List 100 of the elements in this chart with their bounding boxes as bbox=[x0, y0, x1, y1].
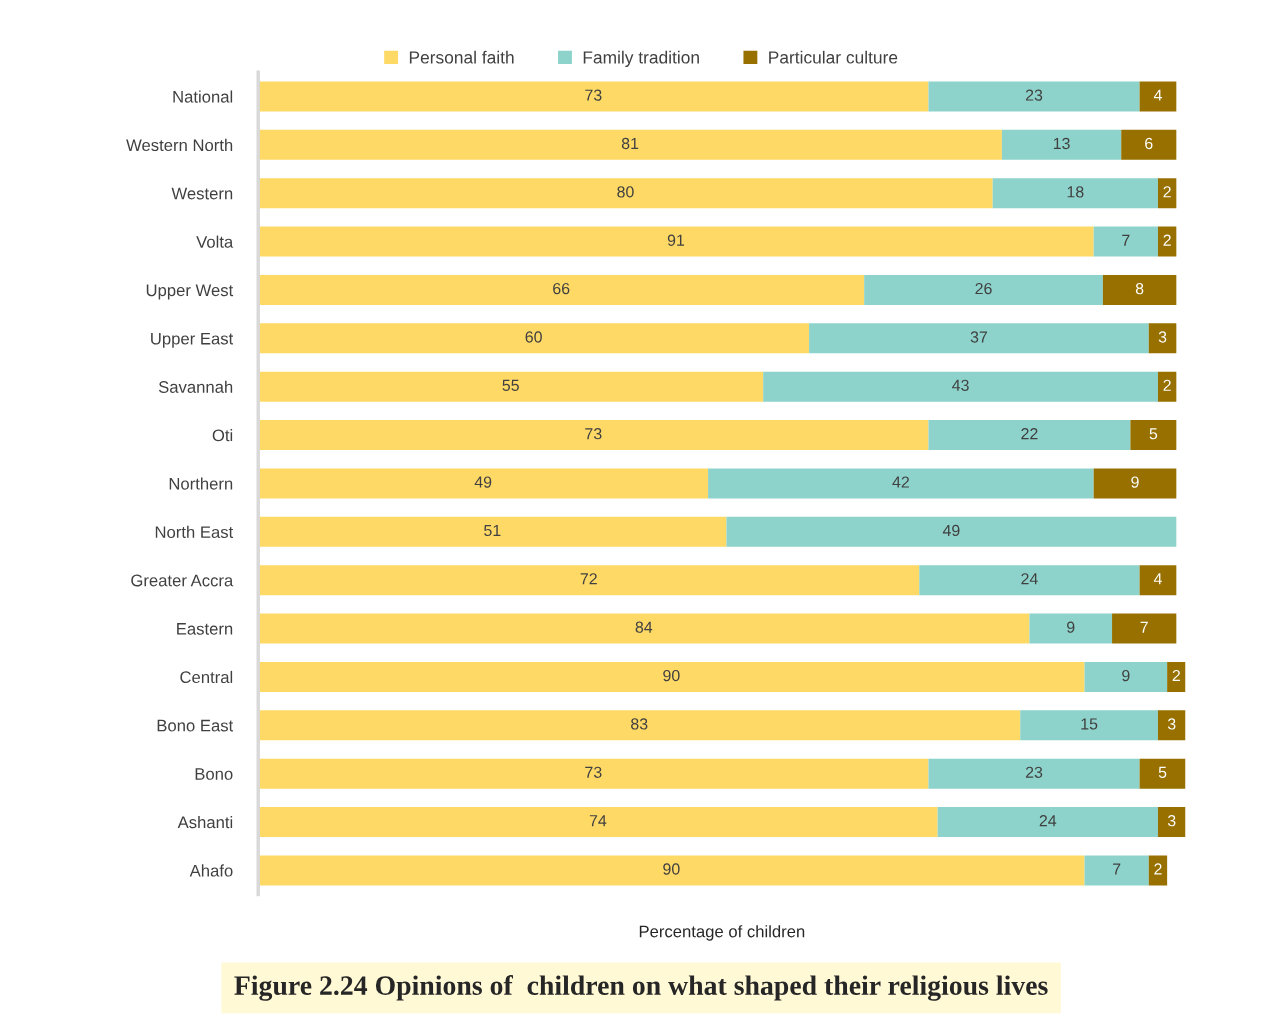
legend-label: Personal faith bbox=[409, 50, 514, 64]
data-label: 2 bbox=[1163, 186, 1171, 198]
data-label: 73 bbox=[585, 89, 602, 101]
data-label: 2 bbox=[1154, 863, 1162, 875]
bar bbox=[1139, 565, 1177, 596]
data-label: 2 bbox=[1163, 379, 1171, 391]
bar bbox=[258, 81, 929, 112]
y-tick-label: Ahafo bbox=[189, 864, 233, 877]
legend-label: Particular culture bbox=[769, 50, 898, 64]
y-tick-label: Northern bbox=[169, 477, 233, 490]
bar bbox=[928, 81, 1140, 112]
bar bbox=[763, 371, 1158, 402]
bar bbox=[1167, 661, 1186, 692]
bar bbox=[919, 565, 1140, 596]
data-label: 43 bbox=[952, 379, 969, 391]
y-tick-label: Oti bbox=[212, 429, 233, 442]
bar bbox=[809, 323, 1149, 354]
bar bbox=[1084, 661, 1168, 692]
bar bbox=[258, 613, 1030, 644]
bar bbox=[258, 516, 727, 547]
data-label: 81 bbox=[621, 137, 639, 150]
data-label: 18 bbox=[1067, 186, 1084, 198]
bar bbox=[1029, 613, 1113, 644]
data-label: 37 bbox=[970, 331, 988, 343]
legend-label: Family tradition bbox=[583, 50, 699, 68]
bar bbox=[258, 226, 1094, 257]
y-tick-label: Volta bbox=[196, 235, 234, 248]
data-label: 8 bbox=[1135, 282, 1144, 295]
data-label: 22 bbox=[1021, 428, 1038, 440]
data-label: 26 bbox=[975, 282, 992, 295]
data-label: 60 bbox=[525, 331, 542, 343]
bar bbox=[1084, 855, 1149, 886]
bar bbox=[1139, 81, 1177, 112]
data-label: 49 bbox=[474, 476, 492, 488]
data-label: 5 bbox=[1158, 766, 1167, 778]
data-label: 55 bbox=[502, 379, 519, 391]
data-label: 9 bbox=[1131, 476, 1139, 488]
data-label: 73 bbox=[585, 766, 602, 778]
y-tick-label: Western North bbox=[126, 138, 233, 152]
bar bbox=[864, 274, 1103, 305]
data-label: 3 bbox=[1158, 331, 1167, 343]
data-label: 73 bbox=[585, 428, 602, 440]
bar bbox=[258, 129, 1002, 160]
bar bbox=[258, 661, 1085, 692]
bar bbox=[1157, 226, 1177, 257]
data-label: 7 bbox=[1113, 863, 1121, 875]
data-label: 24 bbox=[1039, 815, 1057, 827]
data-label: 4 bbox=[1153, 89, 1162, 101]
bar bbox=[1157, 178, 1177, 209]
y-tick-label: Upper East bbox=[151, 332, 234, 348]
data-label: 13 bbox=[1053, 137, 1070, 150]
data-label: 23 bbox=[1025, 89, 1043, 101]
bar bbox=[1130, 420, 1177, 451]
bar bbox=[1157, 371, 1177, 402]
bar bbox=[258, 855, 1085, 886]
bar bbox=[1093, 226, 1158, 257]
bar bbox=[928, 758, 1140, 789]
data-label: 5 bbox=[1149, 428, 1158, 440]
data-label: 9 bbox=[1122, 669, 1130, 682]
data-label: 4 bbox=[1153, 573, 1162, 585]
bar bbox=[1102, 274, 1177, 305]
bar bbox=[1157, 710, 1186, 741]
y-tick-label: North East bbox=[155, 525, 234, 539]
data-label: 9 bbox=[1067, 621, 1075, 633]
data-label: 7 bbox=[1140, 621, 1148, 633]
data-label: 90 bbox=[663, 863, 680, 875]
bar bbox=[937, 807, 1158, 838]
bar bbox=[258, 807, 938, 838]
x-axis-title: Percentage of children bbox=[639, 925, 805, 941]
bar bbox=[992, 178, 1158, 209]
data-label: 3 bbox=[1167, 815, 1176, 827]
data-label: 84 bbox=[635, 621, 653, 633]
data-label: 23 bbox=[1025, 766, 1043, 778]
y-tick-label: Ashanti bbox=[177, 815, 233, 829]
bar bbox=[726, 516, 1177, 547]
bar bbox=[1020, 710, 1158, 741]
y-tick-label: National bbox=[173, 90, 233, 103]
y-tick-label: Central bbox=[180, 670, 233, 684]
bar bbox=[1112, 613, 1177, 644]
data-label: 2 bbox=[1163, 234, 1171, 246]
data-label: 7 bbox=[1122, 234, 1130, 246]
bar bbox=[258, 420, 929, 451]
y-tick-label: Savannah bbox=[158, 380, 233, 393]
data-label: 51 bbox=[484, 524, 501, 537]
data-label: 91 bbox=[667, 234, 685, 246]
data-label: 83 bbox=[631, 718, 648, 730]
data-label: 74 bbox=[589, 815, 607, 827]
bar bbox=[258, 758, 929, 789]
y-tick-label: Western bbox=[171, 187, 233, 200]
bar bbox=[1148, 323, 1177, 354]
data-label: 2 bbox=[1172, 669, 1180, 682]
data-label: 6 bbox=[1145, 137, 1153, 150]
bar bbox=[1093, 468, 1177, 499]
data-label: 90 bbox=[663, 669, 680, 682]
data-label: 3 bbox=[1167, 718, 1176, 730]
data-label: 66 bbox=[553, 282, 570, 295]
bar bbox=[258, 468, 709, 499]
bar bbox=[258, 178, 993, 209]
bar bbox=[928, 420, 1131, 451]
text: Figure 2.24 Opinions of children on what shaped their religious lives bbox=[234, 975, 1048, 1001]
